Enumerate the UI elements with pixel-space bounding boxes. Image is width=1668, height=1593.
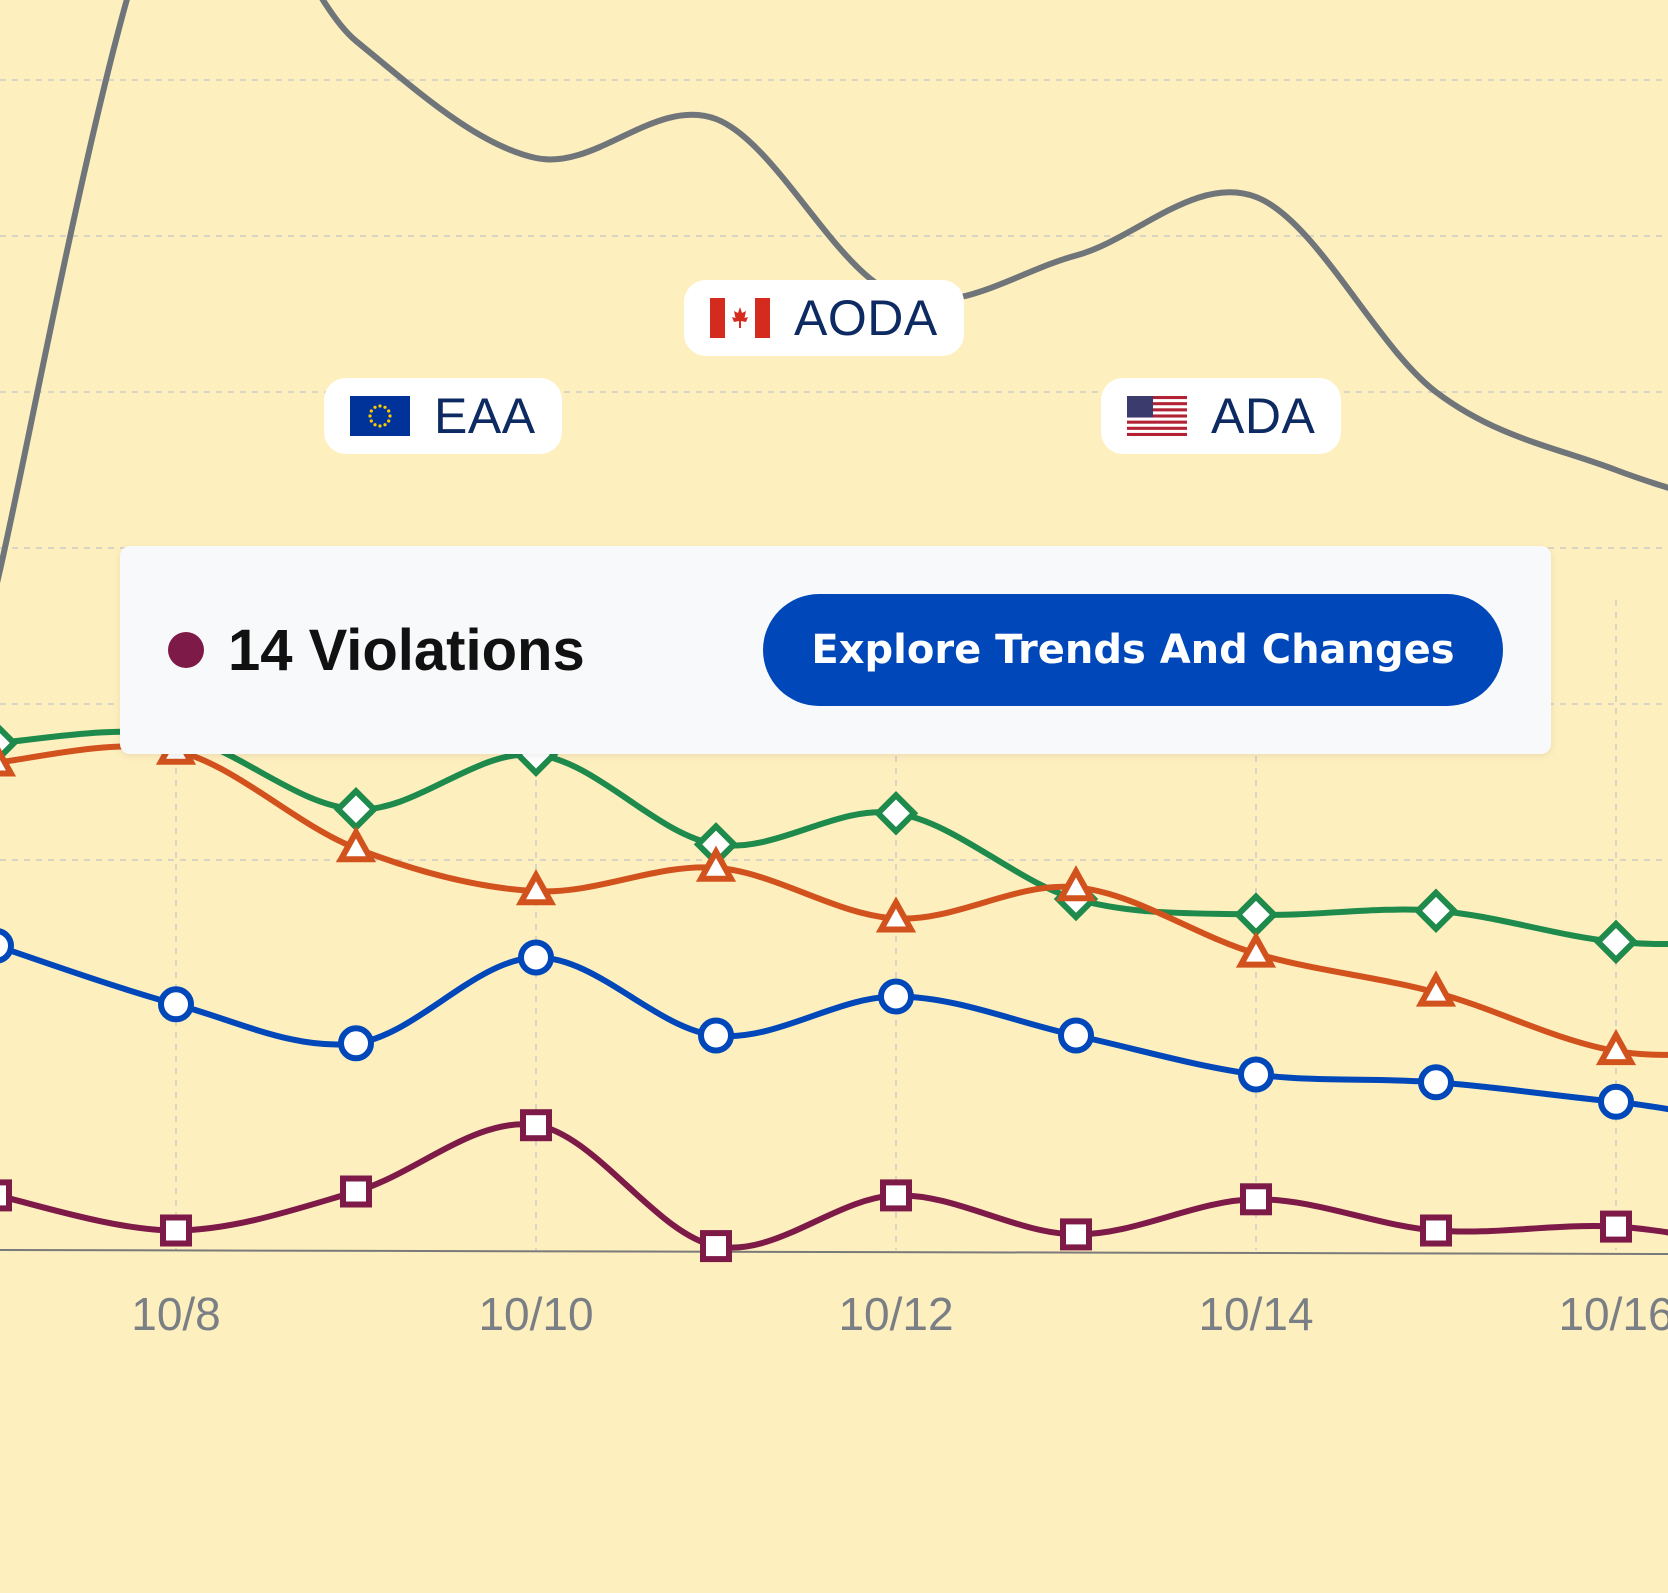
aoda-label: AODA — [794, 290, 938, 346]
data-point-square[interactable] — [1240, 1183, 1272, 1216]
data-point-diamond[interactable] — [0, 724, 19, 762]
violations-tooltip: 14 Violations Explore Trends And Changes — [120, 546, 1551, 754]
x-tick-label: 10/12 — [838, 1288, 953, 1340]
x-tick-label: 10/10 — [478, 1288, 593, 1340]
series-line — [0, 1121, 1668, 1251]
data-point-circle[interactable] — [518, 939, 554, 976]
chart-series — [0, 0, 1668, 1263]
series-color-dot — [168, 632, 204, 668]
series-line — [0, 0, 1668, 584]
ada-badge: ADA — [1101, 378, 1342, 454]
usa-flag-icon — [1127, 396, 1187, 436]
violations-count: 14 Violations — [228, 617, 585, 683]
data-point-diamond[interactable] — [873, 790, 919, 836]
data-point-circle[interactable] — [1058, 1017, 1094, 1054]
data-point-square[interactable] — [0, 1179, 12, 1212]
ada-label: ADA — [1211, 388, 1316, 444]
data-point-square[interactable] — [1060, 1218, 1092, 1251]
data-point-circle[interactable] — [1238, 1056, 1274, 1093]
series-line — [0, 728, 1668, 947]
data-point-triangle[interactable] — [1055, 865, 1097, 902]
data-point-circle[interactable] — [1598, 1083, 1634, 1120]
data-point-circle[interactable] — [878, 978, 914, 1015]
data-point-diamond[interactable] — [1233, 892, 1279, 937]
series-none — [0, 0, 1668, 584]
data-point-circle[interactable] — [158, 986, 194, 1023]
x-tick-label: 10/16 — [1558, 1288, 1668, 1340]
series-square — [0, 1109, 1668, 1263]
eaa-label: EAA — [434, 388, 536, 444]
data-point-circle[interactable] — [1418, 1064, 1454, 1101]
data-point-square[interactable] — [160, 1214, 192, 1247]
x-axis-baseline — [0, 1249, 1668, 1255]
data-point-square[interactable] — [340, 1175, 372, 1208]
x-tick-label: 10/8 — [131, 1288, 221, 1340]
data-point-triangle[interactable] — [1415, 970, 1457, 1007]
data-point-circle[interactable] — [0, 928, 14, 964]
data-point-diamond[interactable] — [333, 787, 379, 832]
data-point-square[interactable] — [880, 1179, 912, 1212]
data-point-circle[interactable] — [338, 1025, 374, 1062]
data-point-square[interactable] — [1600, 1210, 1632, 1243]
data-point-diamond[interactable] — [1413, 888, 1459, 933]
canada-flag-icon — [710, 298, 770, 338]
data-point-triangle[interactable] — [0, 747, 17, 777]
x-axis-ticks: 10/810/1010/1210/1410/1610/1810/2010/221… — [131, 1288, 1668, 1340]
data-point-triangle[interactable] — [335, 826, 377, 863]
eu-flag-icon — [350, 396, 410, 436]
series-circle — [0, 928, 1668, 1120]
series-line — [0, 943, 1668, 1113]
series-triangle — [0, 728, 1668, 1066]
data-point-diamond[interactable] — [1593, 919, 1639, 965]
data-point-square[interactable] — [1420, 1214, 1452, 1247]
data-point-triangle[interactable] — [695, 845, 737, 882]
explore-trends-button[interactable]: Explore Trends And Changes — [763, 594, 1503, 706]
data-point-triangle[interactable] — [1235, 931, 1277, 968]
violations-summary: 14 Violations — [168, 617, 585, 684]
x-tick-label: 10/14 — [1198, 1288, 1313, 1340]
data-point-circle[interactable] — [698, 1017, 734, 1054]
data-point-triangle[interactable] — [515, 869, 557, 906]
aoda-badge: AODA — [684, 280, 964, 356]
series-line — [0, 743, 1668, 1058]
data-point-triangle[interactable] — [875, 896, 917, 933]
data-point-square[interactable] — [520, 1109, 552, 1142]
eaa-badge: EAA — [324, 378, 562, 454]
data-point-square[interactable] — [700, 1230, 732, 1263]
data-point-triangle[interactable] — [1595, 1028, 1637, 1066]
